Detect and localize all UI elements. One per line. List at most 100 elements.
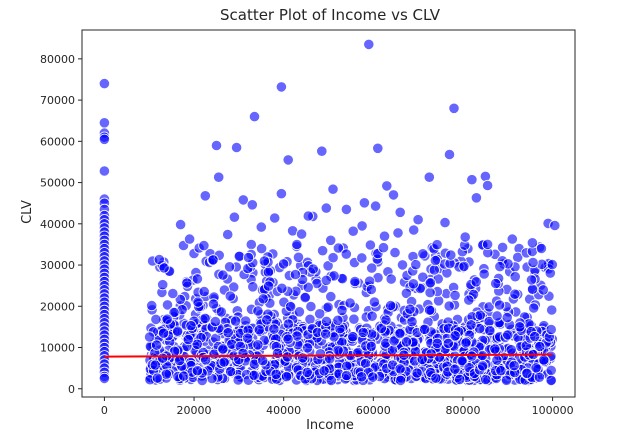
data-point bbox=[533, 371, 546, 383]
data-point bbox=[275, 188, 287, 200]
data-point bbox=[207, 298, 220, 310]
data-point bbox=[527, 256, 539, 269]
data-point bbox=[191, 273, 203, 285]
data-point bbox=[301, 366, 313, 378]
data-point bbox=[443, 300, 455, 312]
data-point bbox=[501, 311, 513, 324]
data-point bbox=[271, 347, 284, 359]
data-point bbox=[291, 238, 303, 251]
data-point bbox=[292, 251, 305, 263]
data-point bbox=[388, 335, 400, 347]
data-point bbox=[257, 293, 269, 305]
data-point bbox=[161, 313, 173, 325]
data-point bbox=[168, 306, 180, 319]
data-point bbox=[282, 318, 294, 330]
data-point bbox=[491, 354, 503, 366]
data-point bbox=[423, 171, 435, 183]
data-point bbox=[466, 350, 478, 362]
data-point bbox=[470, 192, 482, 204]
data-point bbox=[325, 234, 337, 246]
data-point bbox=[366, 262, 378, 274]
data-point bbox=[341, 360, 353, 372]
data-point bbox=[230, 315, 242, 327]
data-point bbox=[301, 342, 314, 354]
chart-title: Scatter Plot of Income vs CLV bbox=[220, 6, 441, 24]
data-point bbox=[530, 362, 542, 374]
data-point bbox=[347, 331, 359, 343]
data-point bbox=[419, 323, 431, 335]
data-point bbox=[366, 310, 378, 322]
data-point bbox=[98, 165, 111, 177]
data-point bbox=[237, 194, 249, 206]
data-point bbox=[489, 343, 501, 355]
data-point bbox=[365, 283, 377, 296]
data-point bbox=[404, 303, 416, 315]
data-point bbox=[98, 372, 111, 384]
y-tick-label: 30000 bbox=[40, 259, 75, 272]
data-point bbox=[381, 180, 393, 192]
data-point bbox=[316, 145, 328, 157]
data-point bbox=[356, 220, 368, 232]
data-point bbox=[332, 242, 344, 254]
data-point bbox=[332, 314, 344, 326]
y-tick-label: 0 bbox=[68, 383, 75, 396]
data-point bbox=[289, 268, 301, 281]
data-point bbox=[224, 290, 236, 302]
data-point bbox=[549, 219, 561, 232]
data-point bbox=[490, 277, 502, 290]
data-point bbox=[167, 287, 179, 300]
data-point bbox=[252, 339, 264, 351]
data-point bbox=[284, 301, 297, 313]
data-point bbox=[356, 252, 368, 264]
data-point bbox=[406, 316, 418, 328]
data-point bbox=[185, 320, 197, 332]
x-tick-label: 40000 bbox=[266, 404, 301, 417]
data-point bbox=[153, 254, 165, 266]
data-point bbox=[449, 330, 461, 342]
data-point bbox=[480, 373, 492, 386]
data-point bbox=[380, 314, 392, 326]
data-point bbox=[509, 288, 521, 300]
data-point bbox=[500, 374, 513, 386]
data-point bbox=[534, 340, 546, 353]
data-point bbox=[372, 142, 384, 154]
data-point bbox=[316, 245, 329, 257]
data-point bbox=[245, 238, 257, 251]
data-point bbox=[484, 324, 496, 337]
data-point bbox=[495, 365, 507, 377]
data-point bbox=[474, 309, 486, 321]
data-point bbox=[493, 299, 506, 311]
data-point bbox=[231, 141, 243, 154]
data-point bbox=[262, 266, 274, 278]
data-point bbox=[228, 211, 240, 223]
data-point bbox=[161, 299, 174, 311]
data-point bbox=[545, 374, 557, 386]
data-point bbox=[454, 373, 466, 385]
data-point bbox=[424, 304, 436, 316]
data-point bbox=[392, 227, 404, 239]
data-point bbox=[182, 333, 194, 346]
data-point bbox=[146, 299, 158, 312]
data-point bbox=[327, 252, 339, 264]
data-point bbox=[494, 260, 506, 273]
data-point bbox=[460, 337, 472, 349]
y-tick-label: 40000 bbox=[40, 218, 75, 231]
data-point bbox=[320, 274, 332, 286]
data-point bbox=[233, 250, 245, 262]
data-point bbox=[98, 117, 111, 129]
data-point bbox=[218, 356, 230, 368]
y-axis-ticks: 0 10000 20000 30000 40000 50000 60000 70000 8000… bbox=[40, 53, 82, 396]
data-point bbox=[158, 262, 170, 274]
data-point bbox=[483, 301, 495, 313]
data-point bbox=[375, 322, 387, 334]
data-point bbox=[276, 282, 288, 294]
plot-frame bbox=[81, 29, 576, 398]
data-point bbox=[178, 370, 190, 382]
data-point bbox=[502, 329, 514, 341]
data-point bbox=[348, 313, 360, 325]
data-point bbox=[262, 280, 275, 292]
data-point bbox=[400, 336, 413, 348]
data-point bbox=[535, 242, 548, 255]
data-point bbox=[369, 200, 382, 212]
data-point bbox=[367, 371, 379, 383]
